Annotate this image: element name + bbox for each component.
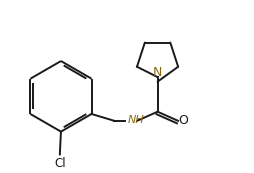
Text: Cl: Cl [54, 157, 66, 170]
Text: NH: NH [128, 115, 145, 125]
Text: N: N [153, 66, 162, 79]
Text: O: O [178, 114, 188, 127]
